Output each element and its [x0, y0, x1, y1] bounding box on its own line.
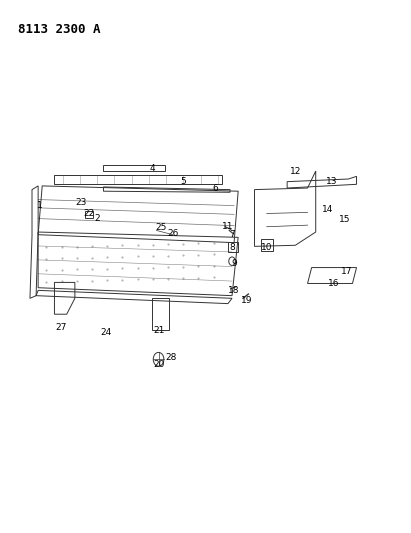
Text: 8113 2300 A: 8113 2300 A: [18, 22, 100, 36]
Text: 7: 7: [229, 230, 235, 239]
Text: 13: 13: [326, 177, 338, 186]
Text: 2: 2: [95, 214, 100, 223]
Text: 8: 8: [229, 244, 235, 253]
Text: 10: 10: [261, 244, 272, 253]
Text: 25: 25: [155, 223, 166, 232]
Text: 21: 21: [153, 326, 164, 335]
Text: 26: 26: [167, 229, 178, 238]
Text: 4: 4: [150, 164, 155, 173]
Text: 1: 1: [37, 201, 43, 210]
Text: 19: 19: [240, 296, 252, 305]
Text: 24: 24: [100, 328, 111, 337]
Text: 17: 17: [341, 268, 352, 276]
Text: 15: 15: [339, 215, 350, 224]
Text: 16: 16: [328, 279, 340, 288]
Text: 14: 14: [322, 205, 334, 214]
Text: 27: 27: [55, 323, 66, 332]
Text: 11: 11: [222, 222, 234, 231]
Text: 18: 18: [229, 286, 240, 295]
Text: 28: 28: [165, 353, 176, 362]
Text: 22: 22: [83, 209, 95, 218]
Text: 23: 23: [75, 198, 87, 207]
Text: 6: 6: [213, 183, 219, 192]
Text: 12: 12: [290, 166, 301, 175]
Text: 20: 20: [153, 360, 164, 369]
Text: 9: 9: [231, 260, 237, 268]
Text: 5: 5: [180, 177, 186, 186]
